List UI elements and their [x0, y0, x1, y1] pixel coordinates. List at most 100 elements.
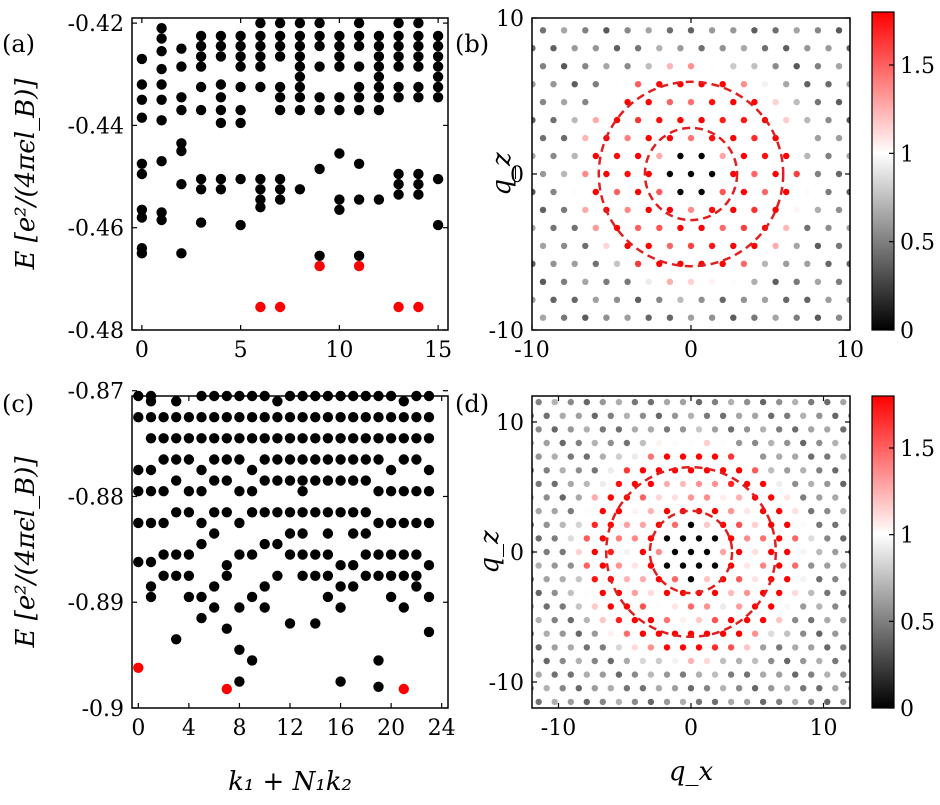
structure-factor-point — [551, 398, 558, 406]
spectrum-point — [136, 212, 148, 223]
structure-factor-point — [655, 494, 663, 501]
spectrum-point — [353, 158, 365, 169]
x-tick-label: 0 — [131, 716, 145, 741]
structure-factor-point — [698, 9, 704, 15]
structure-factor-point — [613, 152, 621, 160]
structure-factor-point — [599, 671, 606, 678]
structure-factor-point — [824, 507, 831, 515]
structure-factor-point — [567, 535, 574, 542]
structure-factor-point — [751, 314, 758, 321]
structure-factor-point — [784, 576, 791, 583]
structure-factor-point — [656, 333, 662, 339]
structure-factor-point — [520, 699, 526, 705]
spectrum-point — [432, 71, 444, 83]
spectrum-point — [136, 204, 148, 215]
structure-factor-point — [727, 426, 735, 433]
structure-factor-point — [735, 521, 743, 528]
structure-factor-point — [695, 644, 703, 651]
spectrum-point — [234, 676, 245, 687]
spectrum-point — [171, 570, 182, 581]
spectrum-point — [284, 528, 296, 539]
structure-factor-point — [719, 548, 727, 556]
spectrum-point — [294, 61, 306, 72]
structure-factor-point — [560, 98, 568, 106]
structure-factor-point — [759, 616, 767, 624]
structure-factor-point — [743, 562, 751, 569]
structure-factor-point — [856, 644, 862, 650]
structure-factor-point — [567, 698, 574, 706]
structure-factor-point — [575, 521, 582, 528]
spectrum-point — [259, 475, 270, 486]
spectrum-point — [432, 92, 444, 103]
spectrum-point — [196, 591, 207, 603]
structure-factor-point — [784, 712, 790, 718]
structure-factor-point — [551, 616, 558, 624]
spectrum-point — [297, 528, 308, 539]
structure-factor-point — [647, 480, 655, 488]
structure-factor-point — [808, 589, 815, 597]
structure-factor-point — [703, 576, 711, 583]
structure-factor-point — [804, 116, 811, 124]
spectrum-point — [183, 433, 195, 444]
structure-factor-point — [582, 170, 589, 178]
structure-factor-point — [687, 576, 695, 583]
ground-state-point — [413, 301, 424, 313]
structure-factor-point — [711, 535, 719, 542]
structure-factor-point — [835, 62, 843, 70]
panel-d-ylabel: q_z — [475, 530, 505, 574]
x-tick-label: 4 — [182, 716, 196, 741]
structure-factor-point — [848, 440, 850, 446]
structure-factor-point — [560, 242, 568, 250]
structure-factor-point — [727, 671, 735, 678]
structure-factor-point — [857, 135, 863, 141]
structure-factor-point — [832, 576, 839, 583]
structure-factor-point — [624, 712, 630, 718]
structure-factor-point — [592, 224, 599, 232]
structure-factor-point — [520, 590, 526, 596]
x-tick-label: 8 — [232, 716, 246, 741]
structure-factor-point — [740, 116, 748, 124]
spectrum-point — [413, 51, 424, 62]
structure-factor-point — [535, 644, 542, 651]
structure-factor-point — [591, 657, 598, 665]
spectrum-point — [133, 464, 144, 476]
structure-factor-point — [592, 45, 599, 52]
structure-factor-point — [672, 385, 678, 391]
spectrum-point — [314, 30, 325, 42]
structure-factor-point — [698, 296, 705, 303]
structure-factor-point — [804, 152, 811, 160]
panel-c-spectrum: 0 4 8 12 16 20 24 -0.87 -0.88 -0.89 -0.9 E [e²/(4π… — [11, 380, 456, 797]
structure-factor-point — [639, 576, 647, 583]
outer-ring — [597, 80, 785, 268]
spectrum-point — [246, 591, 258, 603]
structure-factor-point — [824, 453, 831, 460]
structure-factor-point — [808, 507, 815, 515]
structure-factor-point — [591, 494, 598, 501]
spectrum-point — [215, 117, 227, 129]
panel-d-colorbar-gradient — [871, 395, 895, 709]
structure-factor-point — [679, 535, 687, 542]
structure-factor-point — [623, 685, 631, 692]
structure-factor-point — [550, 81, 557, 88]
structure-factor-point — [582, 242, 589, 250]
y-tick-label: 0 — [510, 541, 524, 566]
spectrum-point — [274, 30, 286, 42]
structure-factor-point — [793, 27, 800, 34]
spectrum-point — [398, 433, 409, 444]
structure-factor-point — [599, 562, 606, 569]
structure-factor-point — [704, 712, 710, 718]
spectrum-point — [398, 549, 409, 560]
structure-factor-point — [532, 81, 536, 88]
structure-factor-point — [634, 81, 642, 88]
spectrum-point — [334, 92, 345, 103]
spectrum-point — [310, 433, 321, 444]
structure-factor-point — [567, 453, 574, 460]
structure-factor-point — [740, 81, 748, 88]
structure-factor-point — [761, 188, 769, 196]
structure-factor-point — [647, 426, 655, 433]
structure-factor-point — [571, 224, 578, 232]
inner-ring — [648, 509, 734, 595]
structure-factor-point — [655, 439, 663, 447]
spectrum-point — [145, 433, 157, 444]
spectrum-point — [413, 168, 424, 180]
